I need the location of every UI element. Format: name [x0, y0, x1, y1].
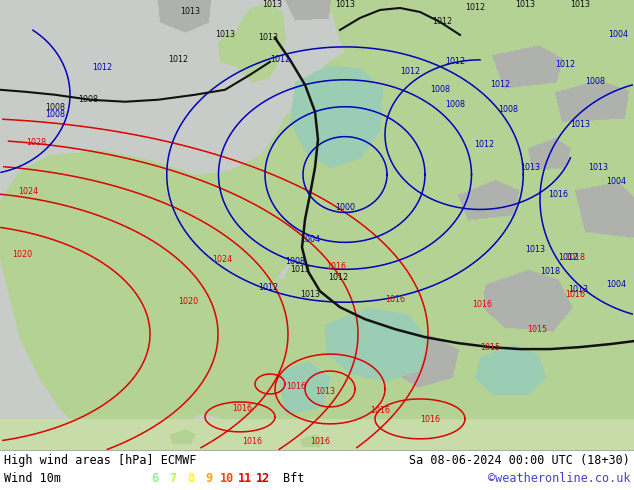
- Text: 1004: 1004: [300, 235, 320, 244]
- Text: 12: 12: [256, 472, 270, 486]
- Text: 9: 9: [205, 472, 212, 486]
- Text: 1012: 1012: [558, 253, 578, 262]
- Text: 1000: 1000: [335, 203, 355, 212]
- Text: 1016: 1016: [420, 416, 440, 424]
- Text: 1008: 1008: [585, 77, 605, 86]
- Text: 1012: 1012: [490, 80, 510, 89]
- Text: 1012: 1012: [92, 63, 112, 73]
- Text: 1008: 1008: [78, 95, 98, 104]
- Text: 1013: 1013: [262, 0, 282, 9]
- Text: 1016: 1016: [472, 300, 492, 309]
- Text: 1020: 1020: [178, 297, 198, 306]
- Text: 1016: 1016: [232, 404, 252, 414]
- Text: 1008: 1008: [45, 110, 65, 119]
- Text: 1020: 1020: [12, 250, 32, 259]
- Text: 1013: 1013: [570, 120, 590, 129]
- Text: 1013: 1013: [570, 0, 590, 9]
- Text: 1013: 1013: [315, 388, 335, 396]
- Text: 1012: 1012: [270, 55, 290, 64]
- Text: Bft: Bft: [283, 472, 304, 486]
- Text: 1013: 1013: [215, 30, 235, 39]
- Text: 1004: 1004: [606, 280, 626, 289]
- Text: 1015: 1015: [527, 325, 547, 334]
- Text: 1013: 1013: [520, 163, 540, 172]
- Text: 1008: 1008: [285, 257, 305, 266]
- Text: 1016: 1016: [548, 190, 568, 199]
- Text: 1016: 1016: [286, 383, 306, 392]
- Text: 1013: 1013: [568, 285, 588, 294]
- Text: 7: 7: [169, 472, 176, 486]
- Text: 1013: 1013: [525, 245, 545, 254]
- Text: 1012: 1012: [400, 67, 420, 76]
- Text: 1013: 1013: [588, 163, 608, 172]
- Text: 1016: 1016: [310, 438, 330, 446]
- Text: High wind areas [hPa] ECMWF: High wind areas [hPa] ECMWF: [4, 454, 197, 467]
- Text: 1008: 1008: [498, 105, 518, 114]
- Text: 8: 8: [188, 472, 195, 486]
- Text: ©weatheronline.co.uk: ©weatheronline.co.uk: [488, 472, 630, 486]
- Text: 11: 11: [238, 472, 252, 486]
- Text: 1013: 1013: [290, 265, 310, 274]
- Text: 1016: 1016: [385, 294, 405, 304]
- Text: 10: 10: [220, 472, 234, 486]
- Text: 1013: 1013: [515, 0, 535, 9]
- Text: Wind 10m: Wind 10m: [4, 472, 61, 486]
- Text: 1015: 1015: [480, 343, 500, 352]
- Text: 1016: 1016: [326, 262, 346, 271]
- Text: 1018: 1018: [565, 253, 585, 262]
- Text: 1013: 1013: [258, 33, 278, 43]
- Text: 1008: 1008: [445, 100, 465, 109]
- Text: 1016: 1016: [242, 438, 262, 446]
- Text: 1012: 1012: [555, 60, 575, 69]
- Text: 1018: 1018: [540, 267, 560, 276]
- Text: 1024: 1024: [18, 187, 38, 196]
- Text: 1016: 1016: [370, 406, 390, 416]
- Text: 1013: 1013: [300, 290, 320, 299]
- Text: 1012: 1012: [465, 3, 485, 12]
- Text: 1012: 1012: [168, 55, 188, 64]
- Text: 1016: 1016: [565, 290, 585, 299]
- Text: 1004: 1004: [608, 30, 628, 39]
- Text: 1012: 1012: [474, 140, 494, 149]
- Text: 1028: 1028: [26, 138, 46, 147]
- Text: 1013: 1013: [335, 0, 355, 9]
- Text: 1024: 1024: [212, 255, 232, 264]
- Text: 6: 6: [152, 472, 158, 486]
- Text: 1012: 1012: [445, 57, 465, 66]
- Text: 1008: 1008: [430, 85, 450, 94]
- Text: 1012: 1012: [258, 283, 278, 292]
- Text: 1008: 1008: [45, 103, 65, 112]
- Text: 1004: 1004: [606, 177, 626, 186]
- Text: 1012: 1012: [328, 273, 348, 282]
- Text: 1013: 1013: [180, 7, 200, 17]
- Text: 1012: 1012: [432, 18, 452, 26]
- Text: Sa 08-06-2024 00:00 UTC (18+30): Sa 08-06-2024 00:00 UTC (18+30): [409, 454, 630, 467]
